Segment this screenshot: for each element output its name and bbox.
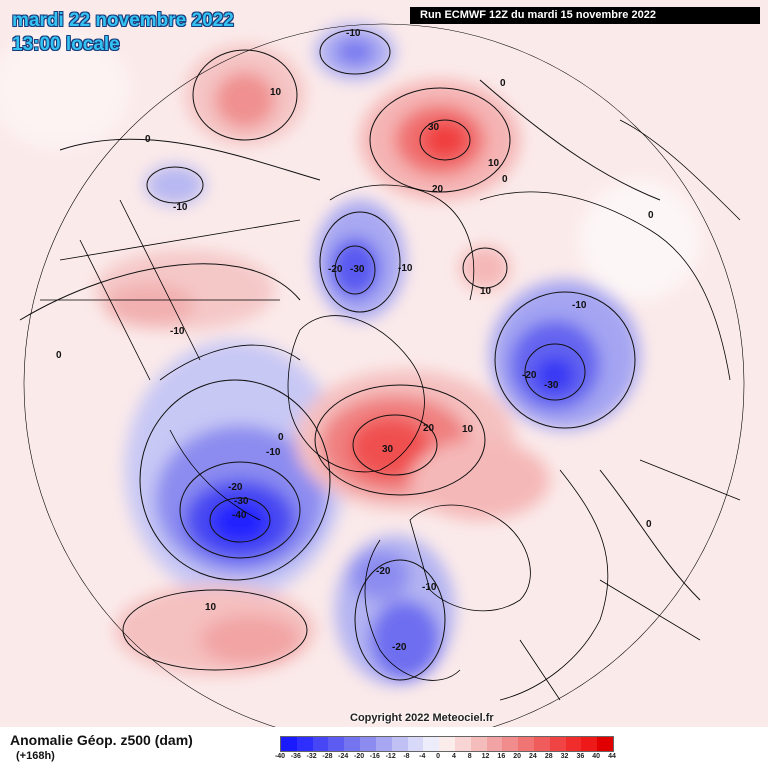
legend-tick-label: 20 xyxy=(513,753,522,760)
legend-swatch xyxy=(502,737,519,751)
contour-label: 0 xyxy=(56,350,62,361)
legend-swatch xyxy=(470,737,487,751)
contour-label: 20 xyxy=(432,184,444,195)
contour-label: -10 xyxy=(170,326,185,337)
contour-label: 10 xyxy=(205,602,217,613)
contour-label-group: -10 10 0 30 10 20 0 0 -10 -20 -30 -10 10… xyxy=(56,28,654,653)
legend-swatch xyxy=(344,737,361,751)
legend-swatch xyxy=(312,737,329,751)
contour-label: 0 xyxy=(278,432,284,443)
contour-label: 30 xyxy=(382,444,394,455)
legend-tick-label: -36 xyxy=(290,753,301,760)
contour-label: -30 xyxy=(544,380,559,391)
legend-tick-label: 8 xyxy=(467,753,472,760)
legend-swatch xyxy=(581,737,598,751)
legend-swatch xyxy=(454,737,471,751)
legend-tick-label: 24 xyxy=(529,753,537,760)
lead-time: (+168h) xyxy=(16,750,55,762)
legend-tick-label: 16 xyxy=(497,753,506,760)
contour-label: -20 xyxy=(228,482,243,493)
color-legend xyxy=(280,736,614,752)
legend-tick-label: -40 xyxy=(274,753,286,760)
map-title: Anomalie Géop. z500 (dam) xyxy=(10,732,193,748)
legend-tick-label: 36 xyxy=(576,753,585,760)
date-title: mardi 22 novembre 2022 xyxy=(12,10,234,31)
run-info: Run ECMWF 12Z du mardi 15 novembre 2022 xyxy=(410,7,760,24)
contour-label: -20 xyxy=(522,370,537,381)
legend-tick-label: 44 xyxy=(608,753,616,760)
contour-label: 0 xyxy=(145,134,151,145)
legend-swatch xyxy=(549,737,566,751)
contour-label: 0 xyxy=(502,174,508,185)
legend-tick-label: 12 xyxy=(481,753,490,760)
legend-tick-label: -32 xyxy=(306,753,317,760)
legend-tick-label: -8 xyxy=(403,753,410,760)
legend-tick-label: -24 xyxy=(338,753,349,760)
contour-label: 10 xyxy=(270,87,282,98)
contour-label: -20 xyxy=(392,642,407,653)
legend-swatch xyxy=(281,737,297,751)
contour-label: 20 xyxy=(423,423,435,434)
contour-label: 30 xyxy=(428,122,440,133)
legend-swatch xyxy=(360,737,376,751)
contour-label: -20 xyxy=(328,264,343,275)
contour-label: 10 xyxy=(462,424,474,435)
legend-tick-label: -20 xyxy=(353,753,365,760)
time-title: 13:00 locale xyxy=(12,34,120,55)
legend-tick-label: 40 xyxy=(592,753,601,760)
contour-label: -10 xyxy=(173,202,188,213)
contour-label: -20 xyxy=(376,566,391,577)
contour-label: -10 xyxy=(572,300,587,311)
legend-tick-label: 28 xyxy=(544,753,553,760)
legend-tick-label: 0 xyxy=(436,753,441,760)
legend-swatch xyxy=(597,737,614,751)
contour-label: -30 xyxy=(234,496,249,507)
contour-label: -30 xyxy=(350,264,365,275)
contour-label: -10 xyxy=(346,28,361,39)
legend-tick-label: -4 xyxy=(419,753,426,760)
legend-swatch xyxy=(391,737,408,751)
legend-swatch xyxy=(439,737,455,751)
legend-tick-label: -16 xyxy=(369,753,380,760)
legend-swatch xyxy=(375,737,392,751)
legend-swatch xyxy=(423,737,440,751)
legend-tick-label: 4 xyxy=(451,753,456,760)
contour-label: -10 xyxy=(266,447,281,458)
legend-swatch xyxy=(296,737,313,751)
contour-lines xyxy=(19,29,701,681)
copyright: Copyright 2022 Meteociel.fr xyxy=(350,712,494,724)
contour-label: 10 xyxy=(480,286,492,297)
contour-label: -10 xyxy=(422,582,437,593)
legend-swatch xyxy=(486,737,503,751)
legend-swatch xyxy=(565,737,582,751)
legend-swatch xyxy=(407,737,424,751)
legend-swatch xyxy=(328,737,345,751)
legend-swatch xyxy=(518,737,534,751)
contour-label: -40 xyxy=(232,510,247,521)
legend-tick-label: -12 xyxy=(385,753,396,760)
legend-ticks: -40 -36 -32 -28 -24 -20 -16 -12 -8 -4 0 4 8 12 16 20 24 2… xyxy=(275,753,620,765)
legend-swatch xyxy=(534,737,550,751)
contour-label: 10 xyxy=(488,158,500,169)
contour-label: 0 xyxy=(648,210,654,221)
contour-label: 0 xyxy=(646,519,652,530)
legend-tick-label: 32 xyxy=(560,753,569,760)
legend-tick-label: -28 xyxy=(322,753,333,760)
contour-label: 0 xyxy=(500,78,506,89)
contour-label: -10 xyxy=(398,263,413,274)
